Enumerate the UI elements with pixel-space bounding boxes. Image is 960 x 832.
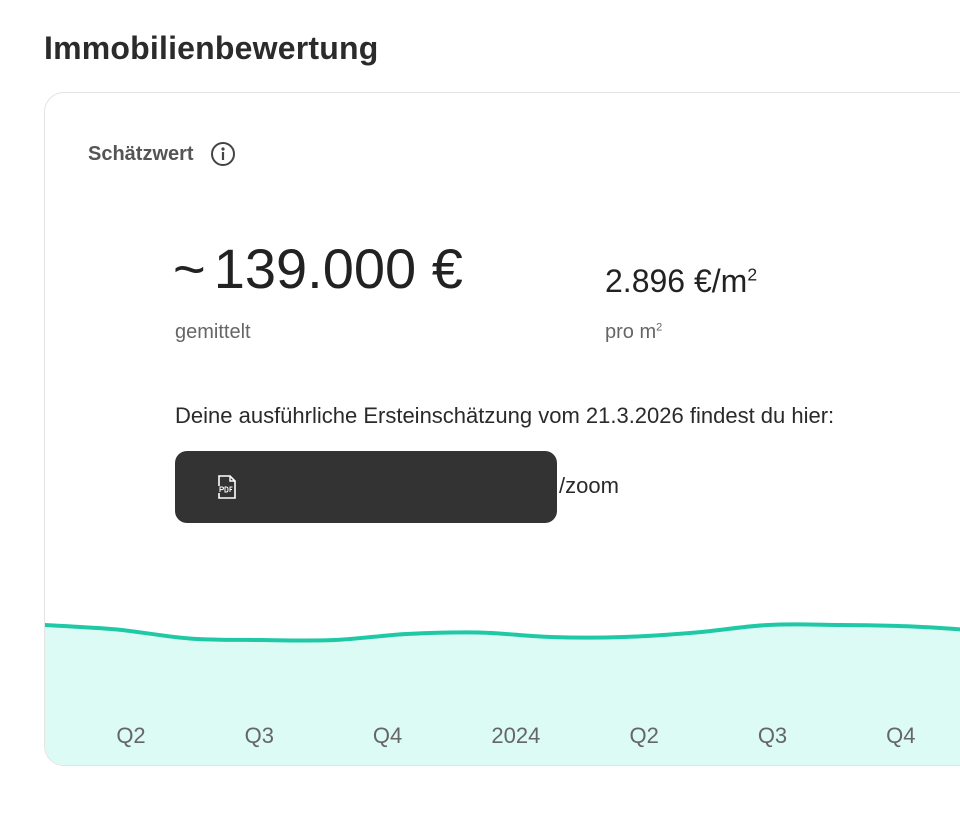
approx-symbol: ~ [173,237,206,300]
estimate-value: ~139.000 € [173,241,463,297]
value-trend-chart: Q2 Q3 Q4 2024 Q2 Q3 Q4 [45,622,960,765]
price-per-sqm-value: 2.896 €/m [605,263,748,299]
pdf-report-link-button[interactable] [175,451,557,523]
info-icon[interactable] [210,141,236,167]
pdf-file-icon [218,475,236,499]
x-tick-label: Q4 [373,723,402,748]
x-tick-label: 2024 [491,723,540,748]
price-per-sqm-exponent: 2 [747,264,758,285]
x-tick-label: Q2 [630,723,659,748]
chart-area-fill [45,624,960,765]
estimate-amount: 139.000 € [213,237,463,300]
page-title: Immobilienbewertung [44,30,379,66]
x-tick-label: Q4 [886,723,915,748]
chart-trend-line [45,622,960,643]
per-sqm-caption-text: pro m [605,321,657,343]
estimate-caption: gemittelt [175,321,251,343]
chart-x-axis-labels: Q2 Q3 Q4 2024 Q2 Q3 Q4 [116,723,915,748]
valuation-card: Schätzwert ~139.000 € gemittelt 2.896 €/… [44,92,960,766]
price-per-sqm: 2.896 €/m2 [605,265,757,297]
x-tick-label: Q3 [245,723,274,748]
report-info-text: Deine ausführliche Ersteinschätzung vom … [175,403,835,428]
link-suffix: /zoom [559,473,619,498]
card-header: Schätzwert [88,141,236,167]
per-sqm-caption-exponent: 2 [656,321,663,334]
x-tick-label: Q2 [116,723,145,748]
estimate-label: Schätzwert [88,142,194,165]
x-tick-label: Q3 [758,723,787,748]
price-per-sqm-caption: pro m2 [605,321,662,344]
